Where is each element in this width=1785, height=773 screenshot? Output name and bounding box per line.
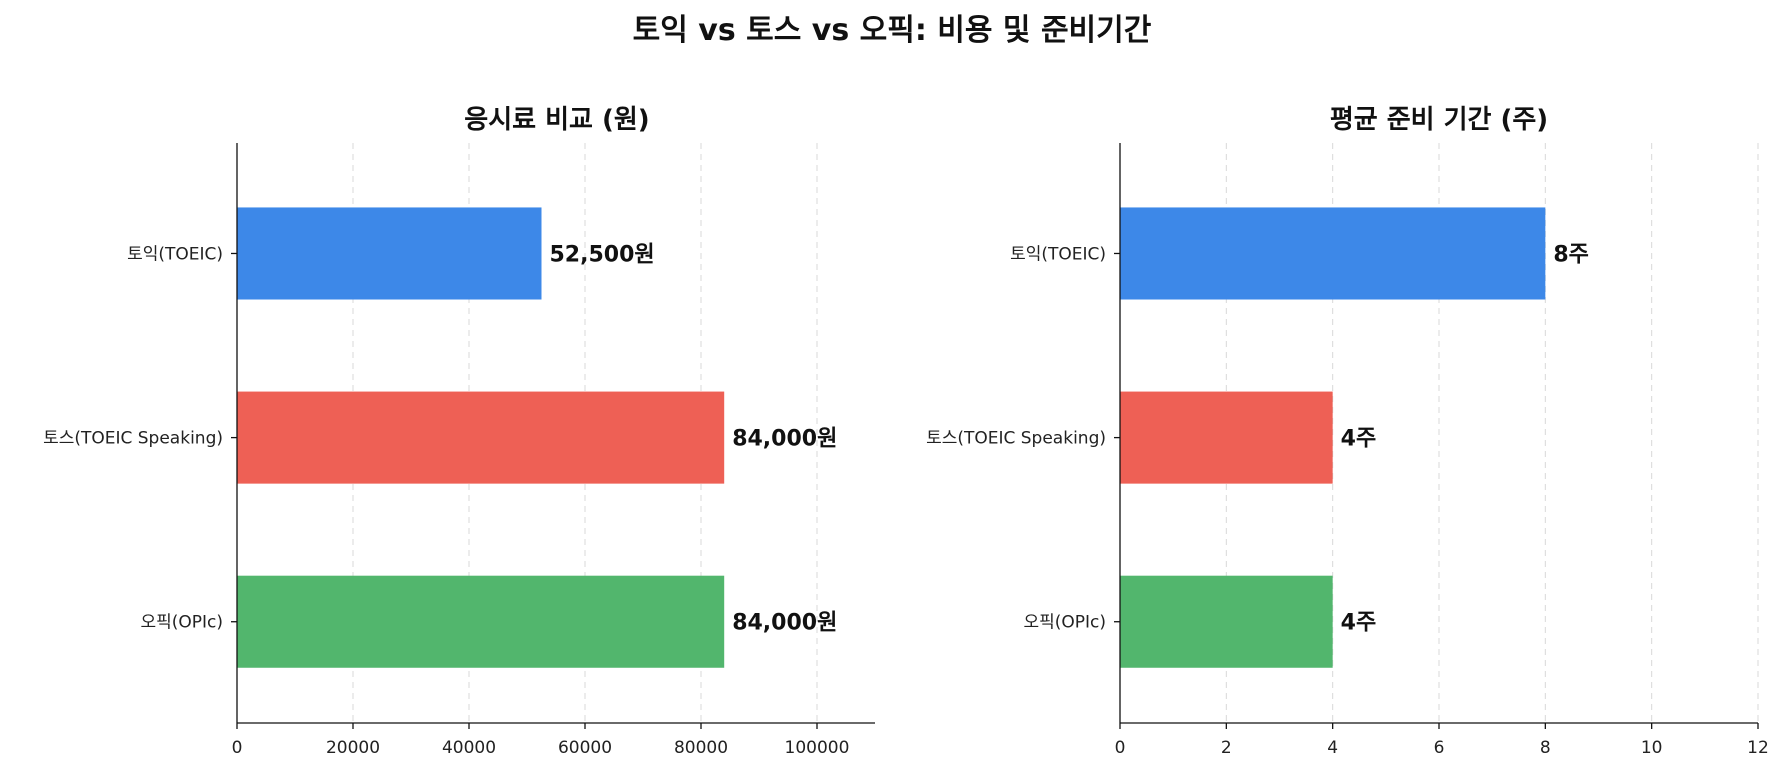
x-tick-label: 12 [1747, 738, 1769, 758]
y-tick-label: 토스(TOEIC Speaking) [43, 429, 223, 449]
xticks-prep-period: 0 2 4 6 8 10 12 [1115, 738, 1769, 758]
bar-opic [1120, 575, 1333, 668]
yticks-prep-period: 토익(TOEIC) 토스(TOEIC Speaking) 오픽(OPIc) [926, 244, 1106, 632]
y-tick-label: 오픽(OPIc) [140, 613, 223, 633]
data-label: 4주 [1341, 427, 1377, 452]
xticks-exam-fee: 0 20000 40000 60000 80000 100000 [232, 738, 850, 758]
bar-toeic [1120, 207, 1546, 300]
bars-exam-fee [237, 207, 725, 668]
y-tick-label: 오픽(OPIc) [1023, 613, 1106, 633]
panel-title-exam-fee: 응시료 비교 (원) [464, 105, 649, 135]
data-labels-prep-period: 8주 4주 4주 [1341, 242, 1589, 635]
data-label: 8주 [1553, 242, 1589, 267]
x-tick-label: 0 [1115, 738, 1126, 758]
y-tick-label: 토익(TOEIC) [127, 244, 223, 264]
x-tick-label: 20000 [326, 738, 380, 758]
data-label: 84,000원 [732, 427, 837, 452]
bar-toeic-speaking [237, 391, 725, 484]
figure-suptitle: 토익 vs 토스 vs 오픽: 비용 및 준비기간 [633, 13, 1152, 48]
x-tick-label: 60000 [558, 738, 612, 758]
panel-title-prep-period: 평균 준비 기간 (주) [1330, 105, 1548, 135]
x-tick-label: 6 [1434, 738, 1445, 758]
bar-toeic [237, 207, 542, 300]
x-tick-label: 40000 [442, 738, 496, 758]
x-tick-label: 10 [1641, 738, 1663, 758]
x-tick-label: 100000 [785, 738, 850, 758]
data-label: 84,000원 [732, 611, 837, 636]
x-tick-label: 2 [1221, 738, 1232, 758]
axes-prep-period [1114, 143, 1759, 729]
data-label: 4주 [1341, 611, 1377, 636]
x-tick-label: 8 [1540, 738, 1551, 758]
yticks-exam-fee: 토익(TOEIC) 토스(TOEIC Speaking) 오픽(OPIc) [43, 244, 223, 632]
panel-exam-fee: 응시료 비교 (원) 토익(TOEIC) 토스(TOEIC Speaking) 오픽… [43, 105, 875, 758]
y-tick-label: 토익(TOEIC) [1010, 244, 1106, 264]
bar-opic [237, 575, 725, 668]
y-tick-label: 토스(TOEIC Speaking) [926, 429, 1106, 449]
x-tick-label: 80000 [674, 738, 728, 758]
x-tick-label: 0 [232, 738, 243, 758]
data-labels-exam-fee: 52,500원 84,000원 84,000원 [550, 242, 838, 635]
data-label: 52,500원 [550, 242, 655, 267]
x-tick-label: 4 [1327, 738, 1338, 758]
panel-prep-period: 평균 준비 기간 (주) 토익(TOEIC) 토스(TOEIC Speaking)… [926, 105, 1769, 758]
axes-exam-fee [231, 143, 875, 729]
bar-toeic-speaking [1120, 391, 1333, 484]
bars-prep-period [1120, 207, 1546, 668]
